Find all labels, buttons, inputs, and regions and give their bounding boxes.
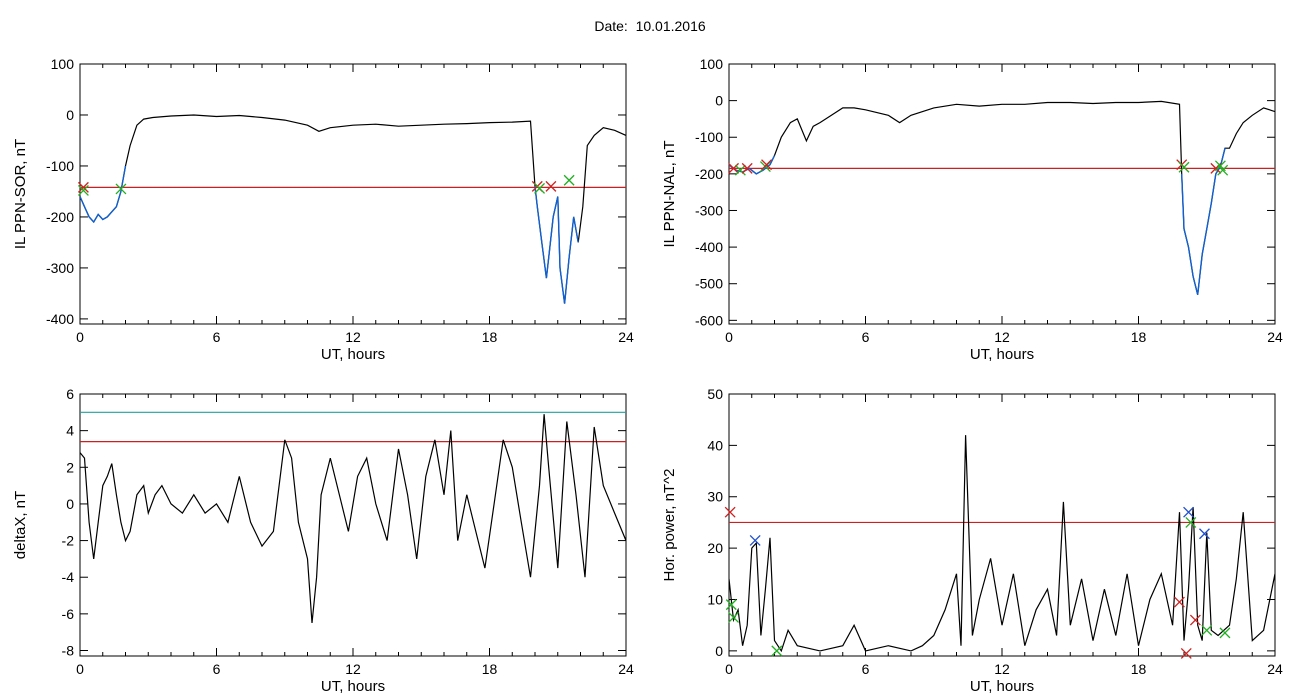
y-tick-label: -200	[46, 209, 74, 225]
event-marker	[534, 182, 546, 194]
x-axis-label: UT, hours	[321, 346, 385, 363]
plot-frame-p3	[79, 393, 627, 657]
plot-frame-p2	[728, 63, 1276, 325]
y-tick-label: 2	[66, 459, 74, 475]
event-marker	[725, 599, 737, 611]
y-tick-label: -4	[62, 569, 75, 585]
y-tick-label: 0	[66, 496, 74, 512]
series-highlight	[729, 155, 776, 175]
y-tick-label: 0	[715, 93, 723, 109]
event-marker	[1189, 614, 1201, 626]
x-axis-label: UT, hours	[970, 346, 1034, 363]
x-tick-label: 24	[1267, 661, 1283, 677]
y-tick-label: -100	[695, 129, 723, 145]
y-tick-label: -100	[46, 158, 74, 174]
y-tick-label: -300	[46, 260, 74, 276]
x-tick-label: 12	[994, 329, 1010, 345]
event-marker	[749, 534, 761, 546]
y-tick-label: -2	[62, 533, 75, 549]
x-tick-label: 24	[1267, 329, 1283, 345]
y-tick-label: -400	[695, 239, 723, 255]
series-line	[729, 100, 1275, 295]
series-highlight	[534, 186, 579, 304]
series-line	[80, 114, 626, 304]
event-marker	[724, 506, 736, 518]
event-marker	[563, 174, 575, 186]
x-tick-label: 18	[482, 329, 498, 345]
y-tick-label: -8	[62, 643, 75, 659]
y-tick-label: 10	[707, 591, 723, 607]
y-tick-label: 30	[707, 489, 723, 505]
series-highlight	[80, 165, 127, 224]
x-tick-label: 12	[345, 329, 361, 345]
event-marker	[1180, 647, 1192, 659]
event-marker	[77, 181, 89, 193]
x-tick-label: 6	[213, 329, 221, 345]
event-marker	[728, 612, 740, 623]
y-tick-label: -600	[695, 312, 723, 328]
event-marker	[545, 180, 557, 192]
event-marker	[1214, 160, 1226, 172]
event-marker	[1178, 161, 1190, 173]
y-tick-label: 4	[66, 423, 74, 439]
y-tick-label: -500	[695, 276, 723, 292]
event-marker	[728, 162, 740, 174]
y-tick-label: 100	[700, 56, 724, 72]
y-axis-label: deltaX, nT	[12, 491, 29, 559]
x-tick-label: 12	[345, 661, 361, 677]
plot-frame-p1	[79, 63, 627, 325]
x-tick-label: 24	[618, 661, 634, 677]
y-tick-label: -300	[695, 202, 723, 218]
y-tick-label: 50	[707, 386, 723, 402]
x-tick-label: 0	[725, 329, 733, 345]
y-tick-label: 0	[66, 107, 74, 123]
x-tick-label: 18	[1131, 661, 1147, 677]
event-marker	[1199, 528, 1210, 540]
y-tick-label: -400	[46, 311, 74, 327]
y-tick-label: -200	[695, 166, 723, 182]
y-tick-label: 0	[715, 643, 723, 659]
series-highlight	[1181, 148, 1226, 295]
series-line	[729, 435, 1275, 653]
y-tick-label: 6	[66, 386, 74, 402]
series-line	[80, 414, 626, 624]
x-tick-label: 6	[862, 661, 870, 677]
event-marker	[761, 159, 772, 171]
y-tick-label: 40	[707, 437, 723, 453]
x-axis-label: UT, hours	[970, 678, 1034, 695]
figure-title: Date: 10.01.2016	[594, 18, 706, 34]
event-marker	[77, 184, 89, 196]
y-axis-label: Hor. power, nT^2	[661, 469, 678, 582]
x-tick-label: 12	[994, 661, 1010, 677]
x-tick-label: 18	[1131, 329, 1147, 345]
y-tick-label: 100	[51, 56, 75, 72]
y-axis-label: IL PPN-NAL, nT	[661, 141, 678, 248]
event-marker	[741, 162, 753, 174]
x-tick-label: 0	[725, 661, 733, 677]
event-marker	[1183, 506, 1195, 518]
event-marker	[734, 164, 746, 176]
x-axis-label: UT, hours	[321, 678, 385, 695]
x-tick-label: 24	[618, 329, 634, 345]
event-marker	[1201, 624, 1213, 636]
x-tick-label: 0	[76, 329, 84, 345]
x-tick-label: 18	[482, 661, 498, 677]
x-tick-label: 6	[862, 329, 870, 345]
event-marker	[1217, 164, 1229, 176]
y-tick-label: 20	[707, 540, 723, 556]
event-marker	[1173, 596, 1185, 608]
x-tick-label: 6	[213, 661, 221, 677]
event-marker	[115, 183, 127, 195]
event-marker	[1185, 516, 1197, 528]
event-marker	[1219, 627, 1231, 639]
y-tick-label: -6	[62, 606, 75, 622]
event-marker	[771, 645, 783, 657]
y-axis-label: IL PPN-SOR, nT	[12, 139, 29, 249]
x-tick-label: 0	[76, 661, 84, 677]
